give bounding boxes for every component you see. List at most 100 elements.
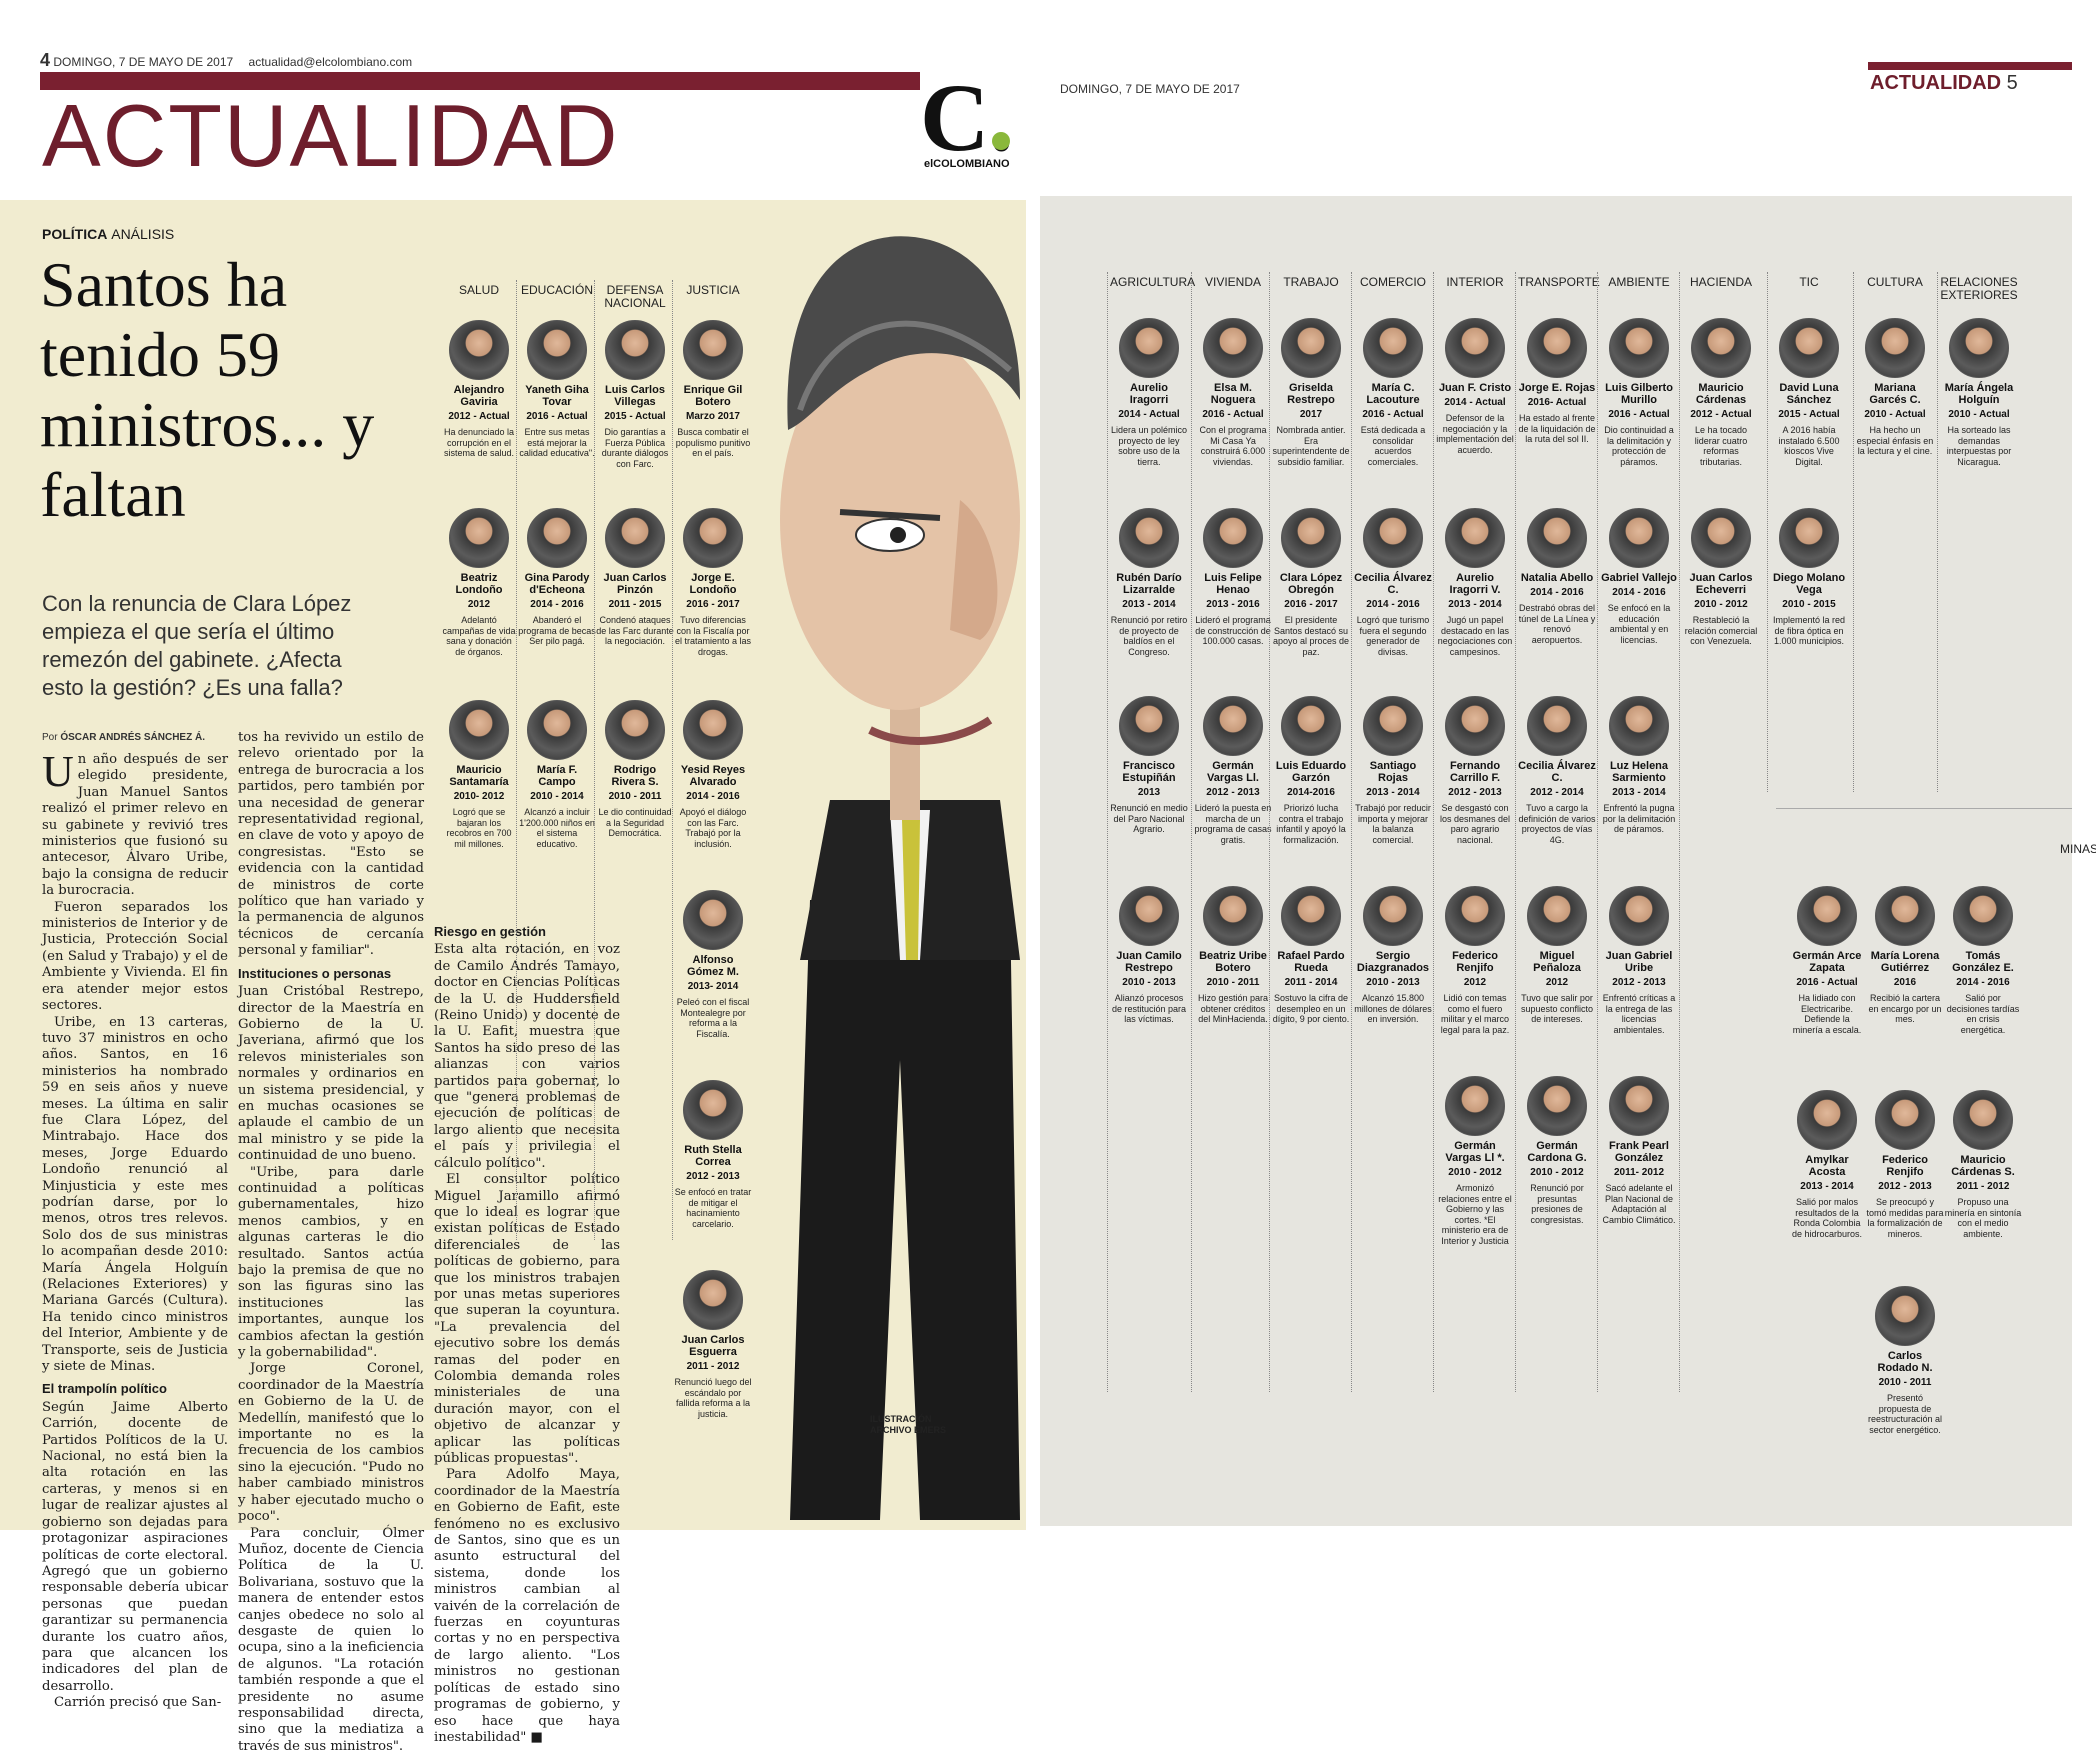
minister-note: Lidió con temas como el fuero militar y … <box>1436 993 1514 1035</box>
minister-name: Cecilia Álvarez C. <box>1518 760 1596 784</box>
minister-years: 2013 <box>1110 786 1188 799</box>
minister-name: Enrique Gil Botero <box>674 384 752 408</box>
minister-name: Luis Carlos Villegas <box>596 384 674 408</box>
minister-note: Hizo gestión para obtener créditos del M… <box>1194 993 1272 1025</box>
minister-note: Renunció por retiro de proyecto de baldí… <box>1110 615 1188 657</box>
newspaper-logo: C. elCOLOMBIANO <box>920 70 1020 180</box>
minister-name: Juan Carlos Echeverri <box>1682 572 1760 596</box>
minister-years: 2012 - 2013 <box>1866 1180 1944 1193</box>
minister-photo <box>1797 886 1857 946</box>
minister-photo <box>1875 1090 1935 1150</box>
minister-name: María Ángela Holguín <box>1940 382 2018 406</box>
minister-photo <box>527 508 587 568</box>
minister-years: 2016 - Actual <box>518 410 596 423</box>
minister-name: Juan Camilo Restrepo <box>1110 950 1188 974</box>
minas-divider <box>1776 808 2072 809</box>
minister-years: 2012 <box>1518 976 1596 989</box>
minister-note: Destrabó obras del túnel de La Línea y r… <box>1518 603 1596 645</box>
minister-photo <box>683 508 743 568</box>
col1-p4: Según Jaime Alberto Carrión, docente de … <box>42 1400 228 1695</box>
minister-note: Se preocupó y tomó medidas para la forma… <box>1866 1197 1944 1239</box>
minister-name: Miguel Peñaloza <box>1518 950 1596 974</box>
minister-note: Lideró la puesta en marcha de un program… <box>1194 803 1272 845</box>
minister-name: Jorge E. Rojas <box>1518 382 1596 394</box>
column-divider <box>1853 272 1854 792</box>
minister-photo <box>605 700 665 760</box>
minister-photo <box>1797 1090 1857 1150</box>
minister-photo <box>1281 318 1341 378</box>
minister-photo <box>1119 318 1179 378</box>
minister-photo <box>1779 508 1839 568</box>
logo-text: elCOLOMBIANO <box>924 158 1010 170</box>
minister-years: 2014 - 2016 <box>1944 976 2022 989</box>
minister-years: 2013- 2014 <box>674 980 752 993</box>
minister-note: Adelantó campañas de vida sana y donació… <box>440 615 518 657</box>
minister-photo <box>683 1080 743 1140</box>
minister-years: 2012 <box>440 598 518 611</box>
minister-note: Restableció la relación comercial con Ve… <box>1682 615 1760 647</box>
minister-photo <box>1281 886 1341 946</box>
minister-note: Le ha tocado liderar cuatro reformas tri… <box>1682 425 1760 467</box>
minister-photo <box>1203 696 1263 756</box>
minister-note: Recibió la cartera en encargo por un mes… <box>1866 993 1944 1025</box>
minister-photo <box>1865 318 1925 378</box>
illustration-credit: ILUSTRACIÓN ARCHIVO EMERS <box>870 1414 946 1436</box>
minister-name: Natalia Abello <box>1518 572 1596 584</box>
kicker: POLÍTICA ANÁLISIS <box>42 226 174 242</box>
minister-photo <box>1203 508 1263 568</box>
minister-name: Yesid Reyes Alvarado <box>674 764 752 788</box>
minister-years: 2011- 2012 <box>1600 1166 1678 1179</box>
minister-photo <box>1609 318 1669 378</box>
col1-p5: Carrión precisó que San- <box>42 1695 228 1711</box>
minister-note: Ha lidiado con Electricaribe. Defiende l… <box>1788 993 1866 1035</box>
minister-years: 2012 - 2013 <box>674 1170 752 1183</box>
page-number-left: 4 <box>40 50 50 70</box>
minister-name: Aurelio Iragorri V. <box>1436 572 1514 596</box>
right-section-label: ACTUALIDAD 5 <box>1870 72 2018 95</box>
minister-years: 2013 - 2014 <box>1436 598 1514 611</box>
minister-name: Germán Vargas Ll *. <box>1436 1140 1514 1164</box>
col3-p2: El consultor político Miguel Jaramillo a… <box>434 1172 620 1467</box>
minister-note: El presidente Santos destacó su apoyo al… <box>1272 615 1350 657</box>
minister-note: Sostuvo la cifra de desempleo en un dígi… <box>1272 993 1350 1025</box>
minister-name: Beatriz Uribe Botero <box>1194 950 1272 974</box>
drop-cap: U <box>42 754 74 790</box>
minister-years: 2014-2016 <box>1272 786 1350 799</box>
minister-note: Tuvo diferencias con la Fiscalía por el … <box>674 615 752 657</box>
deck: Con la renuncia de Clara López empieza e… <box>42 590 362 702</box>
minister-photo <box>527 320 587 380</box>
minister-name: Rafael Pardo Rueda <box>1272 950 1350 974</box>
minister-name: Sergio Diazgranados <box>1354 950 1432 974</box>
minister-name: Rubén Darío Lizarralde <box>1110 572 1188 596</box>
minister-photo <box>683 1270 743 1330</box>
column-divider <box>1679 272 1680 1392</box>
left-header: 4 DOMINGO, 7 DE MAYO DE 2017 actualidad@… <box>40 50 412 71</box>
minister-photo <box>1527 696 1587 756</box>
minister-years: 2014 - Actual <box>1110 408 1188 421</box>
minister-note: Ha sorteado las demandas interpuestas po… <box>1940 425 2018 467</box>
col2-subhead: Instituciones o personas <box>238 966 424 982</box>
minister-years: 2016 - Actual <box>1354 408 1432 421</box>
minister-photo <box>1609 1076 1669 1136</box>
minister-note: Enfrentó la pugna por la delimitación de… <box>1600 803 1678 835</box>
minister-years: 2010 - 2015 <box>1770 598 1848 611</box>
column-divider <box>516 280 517 1240</box>
ministry-title: TIC <box>1770 276 1848 289</box>
minister-note: Ha denunciado la corrupción en el sistem… <box>440 427 518 459</box>
minister-name: Griselda Restrepo <box>1272 382 1350 406</box>
left-email: actualidad@elcolombiano.com <box>249 55 413 69</box>
